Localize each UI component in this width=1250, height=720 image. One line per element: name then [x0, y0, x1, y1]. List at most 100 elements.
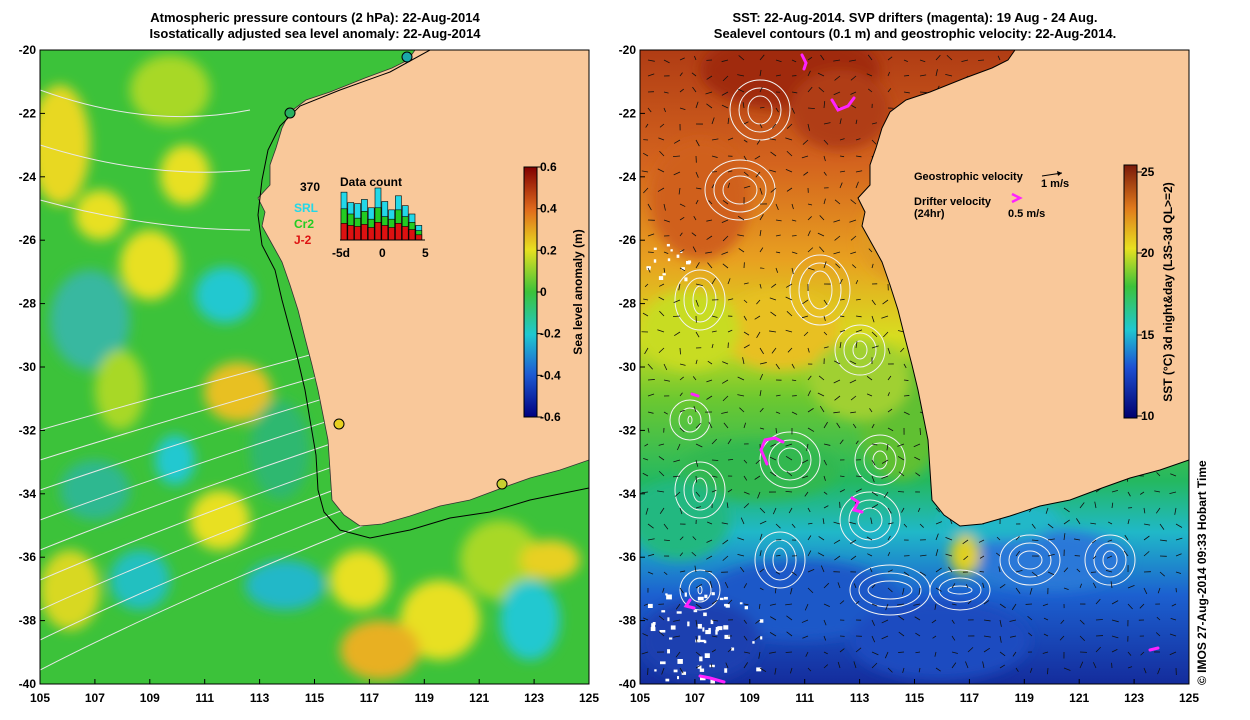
lat-tick-label: -34: [619, 487, 637, 501]
drifter-track: [683, 598, 696, 610]
velocity-arrow: [887, 507, 892, 514]
velocity-arrow: [887, 667, 893, 673]
velocity-arrow: [1076, 518, 1081, 525]
velocity-arrow: [775, 219, 782, 222]
j2-bar: [415, 234, 423, 241]
velocity-arrow: [692, 86, 697, 93]
velocity-arrow: [962, 539, 969, 545]
velocity-arrow: [727, 648, 732, 653]
cloud-speck: [724, 634, 731, 639]
lon-tick-label: 105: [630, 691, 650, 705]
velocity-arrow: [673, 619, 681, 622]
velocity-arrow: [679, 667, 684, 674]
velocity-arrow: [868, 88, 873, 93]
velocity-arrow: [706, 555, 713, 560]
velocity-arrow: [823, 475, 826, 481]
velocity-arrow: [774, 587, 777, 594]
sealevel-contour: [789, 254, 851, 326]
velocity-arrow: [758, 603, 761, 609]
velocity-arrow: [775, 571, 781, 575]
velocity-arrow: [866, 73, 873, 77]
velocity-arrow: [834, 75, 841, 81]
velocity-arrow: [679, 107, 686, 111]
drifter-sub: (24hr): [914, 208, 945, 220]
velocity-arrow: [791, 59, 797, 63]
velocity-arrow: [1111, 648, 1118, 653]
velocity-arrow: [819, 246, 825, 253]
sealevel-contour: [947, 585, 973, 595]
velocity-arrow: [898, 651, 905, 653]
velocity-arrow: [647, 523, 654, 529]
velocity-arrow: [1031, 571, 1038, 577]
velocity-arrow: [855, 280, 859, 285]
lat-tick-label: -34: [19, 487, 37, 501]
velocity-arrow: [673, 171, 681, 176]
velocity-arrow: [679, 57, 685, 61]
velocity-arrow: [1139, 491, 1145, 495]
cloud-speck: [759, 619, 764, 623]
drifter-track: [850, 496, 864, 514]
velocity-arrow: [695, 171, 699, 178]
velocity-arrow: [839, 648, 845, 653]
velocity-arrow: [903, 395, 910, 397]
velocity-arrow: [849, 360, 857, 365]
velocity-arrow: [885, 603, 889, 611]
velocity-arrow: [743, 635, 748, 641]
right-title-line1: SST: 22-Aug-2014. SVP drifters (magenta)…: [732, 10, 1098, 25]
velocity-arrow: [1063, 567, 1069, 573]
velocity-arrow: [678, 283, 681, 291]
velocity-arrow: [850, 75, 857, 81]
colorbar-tick-label: -0.6: [540, 410, 561, 424]
lon-tick-label: 111: [795, 691, 814, 705]
velocity-arrow: [951, 603, 957, 606]
velocity-arrow: [1143, 523, 1151, 526]
velocity-arrow: [1095, 598, 1101, 605]
velocity-arrow: [772, 507, 777, 515]
sst-colorbar-ticks: 25 20 15 10: [1137, 165, 1155, 423]
velocity-arrow: [721, 219, 729, 224]
velocity-arrow: [982, 661, 985, 669]
velocity-arrow: [663, 411, 668, 415]
velocity-arrow: [673, 459, 681, 463]
velocity-arrow: [679, 72, 683, 77]
velocity-arrow: [951, 635, 956, 641]
velocity-arrow: [839, 170, 846, 173]
velocity-arrow: [755, 459, 761, 465]
velocity-arrow: [1047, 571, 1055, 576]
cloud-speck: [680, 250, 683, 254]
velocity-arrow: [759, 568, 765, 573]
velocity-arrow: [807, 390, 811, 397]
velocity-arrow: [706, 235, 713, 240]
velocity-arrow: [647, 59, 655, 62]
velocity-arrow: [803, 331, 809, 337]
velocity-arrow: [823, 651, 828, 655]
velocity-arrow: [785, 137, 793, 141]
velocity-arrow: [775, 251, 781, 254]
velocity-arrow: [834, 199, 841, 205]
sst-patch: [640, 480, 730, 560]
velocity-arrow: [679, 347, 681, 355]
cloud-speck: [719, 597, 724, 601]
velocity-arrow: [1143, 587, 1148, 595]
velocity-arrow: [1031, 539, 1039, 542]
velocity-arrow: [837, 582, 841, 589]
velocity-arrow: [663, 251, 669, 255]
velocity-arrow: [786, 187, 793, 192]
velocity-arrow: [692, 536, 697, 541]
velocity-arrow: [711, 438, 717, 445]
velocity-arrow: [1092, 582, 1097, 589]
j2-bar: [401, 226, 409, 241]
velocity-arrow: [711, 649, 717, 653]
lat-tick-label: -26: [19, 233, 37, 247]
velocity-arrow: [722, 361, 729, 365]
velocity-arrow: [658, 347, 665, 354]
j2-bar: [388, 227, 395, 241]
velocity-arrow: [695, 262, 700, 269]
sst-colorbar-gradient: [1123, 164, 1138, 419]
velocity-arrow: [807, 667, 812, 672]
sealevel-contour: [692, 477, 708, 503]
velocity-arrow: [963, 555, 969, 561]
velocity-arrow: [711, 619, 719, 622]
velocity-arrow: [725, 662, 729, 669]
velocity-arrow: [707, 360, 713, 365]
